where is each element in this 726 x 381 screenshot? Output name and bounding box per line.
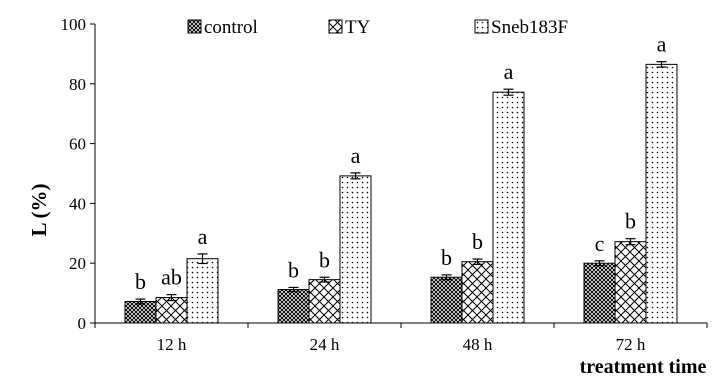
bar [492,91,525,324]
y-tick-label: 0 [78,314,87,333]
bar [583,262,616,324]
x-tick-label: 48 h [463,335,493,354]
bar [308,279,341,324]
significance-label: a [198,224,208,249]
x-axis-title: treatment time [580,356,707,376]
bar [339,175,372,324]
bar [461,261,494,324]
significance-label: b [472,229,483,254]
y-axis: 0 20 40 60 80 100 [61,15,96,333]
bar [155,297,188,324]
legend-label: Sneb183F [491,17,568,38]
bar [277,289,310,324]
y-tick-label: 80 [69,75,86,94]
x-axis: 12 h 24 h 48 h 72 h [94,322,708,354]
y-tick-label: 20 [69,254,86,273]
legend-swatch [328,19,343,34]
significance-label: a [504,59,514,84]
significance-label: b [288,257,299,282]
significance-label: b [319,247,330,272]
significance-label: ab [161,265,182,290]
x-tick-label: 72 h [616,335,646,354]
y-tick-label: 60 [69,135,86,154]
significance-label: a [351,143,361,168]
y-tick-label: 100 [61,15,87,34]
legend: control TY Sneb183F [187,17,568,38]
significance-label: c [595,231,605,256]
bar [614,241,647,324]
x-tick-label: 24 h [310,335,340,354]
legend-label: control [204,17,258,38]
legend-swatch [187,19,202,34]
significance-label: a [657,32,667,57]
bar [645,63,678,324]
significance-label: b [441,245,452,270]
y-tick-label: 40 [69,194,86,213]
significance-label: b [135,269,146,294]
legend-label: TY [345,17,371,38]
y-axis-title: L (%) [27,183,51,236]
x-tick-label: 12 h [157,335,187,354]
bar [124,300,157,324]
bar [186,258,219,324]
legend-swatch [474,19,489,34]
bar [430,276,463,324]
significance-label: b [625,209,636,234]
